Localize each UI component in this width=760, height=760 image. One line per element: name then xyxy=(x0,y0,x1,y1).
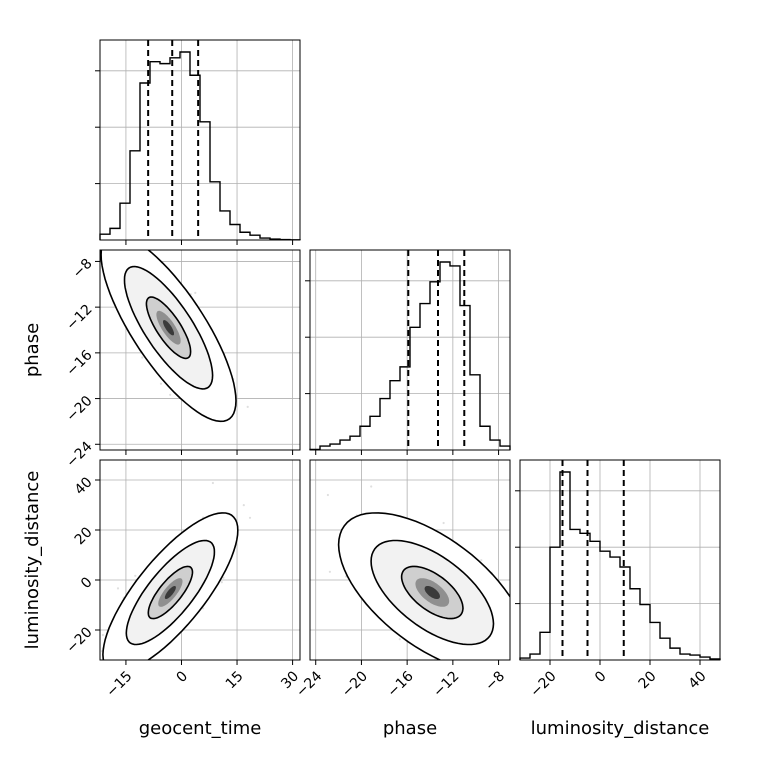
sample-point xyxy=(525,668,527,670)
x-tick-label: 40 xyxy=(686,668,710,692)
density-peak xyxy=(163,320,174,336)
hist-panel-geocent_time xyxy=(95,39,301,245)
hist-step-geocent_time xyxy=(99,51,301,241)
x-tick-label: 20 xyxy=(636,668,660,692)
sample-point xyxy=(512,641,514,643)
sample-point xyxy=(220,581,223,584)
contour-line xyxy=(337,512,510,660)
x-axis-label-luminosity_distance: luminosity_distance xyxy=(531,718,710,739)
sample-point xyxy=(119,243,121,245)
y-axis-label-phase: phase xyxy=(22,323,43,377)
scatter-panel-geocent_time-luminosity_distance xyxy=(95,459,301,673)
sample-point xyxy=(517,657,519,659)
sample-point xyxy=(143,245,145,247)
hist-panel-phase xyxy=(305,249,511,455)
x-tick-label: −15 xyxy=(103,668,135,700)
sample-point xyxy=(169,393,172,396)
x-tick-label: −24 xyxy=(293,668,325,700)
y-tick-label: 40 xyxy=(72,474,96,498)
y-tick-label: −20 xyxy=(63,393,95,425)
sample-point xyxy=(134,574,137,577)
sample-point xyxy=(326,493,329,497)
panel-background xyxy=(100,40,300,240)
contour-line xyxy=(123,265,214,390)
y-tick-label: −8 xyxy=(70,256,96,282)
y-tick-label: −24 xyxy=(63,439,95,471)
contour-line xyxy=(147,565,194,620)
sample-point xyxy=(116,587,120,590)
sample-point xyxy=(194,291,197,294)
x-tick-label: −20 xyxy=(339,668,371,700)
x-tick-label: −16 xyxy=(385,668,417,700)
sample-point xyxy=(248,516,252,519)
sample-point xyxy=(118,662,120,664)
scatter-panel-geocent_time-phase xyxy=(95,240,301,455)
sample-point xyxy=(328,570,331,573)
panel-frame xyxy=(309,459,511,661)
sample-point xyxy=(121,246,123,248)
scatter-panel-phase-luminosity_distance xyxy=(309,459,535,683)
sample-point xyxy=(242,504,245,507)
sample-point xyxy=(370,485,373,488)
sample-point xyxy=(533,665,535,667)
sample-point xyxy=(512,634,514,636)
panel-frame xyxy=(309,249,511,451)
sample-point xyxy=(130,243,132,245)
sample-point xyxy=(100,671,102,673)
contour-line xyxy=(125,539,216,646)
sample-point xyxy=(211,481,214,485)
sample-point xyxy=(519,681,521,683)
contour-line xyxy=(100,250,237,423)
sample-point xyxy=(159,382,163,385)
y-axis-label-luminosity_distance: luminosity_distance xyxy=(22,471,43,650)
sample-point xyxy=(141,356,144,359)
sample-point xyxy=(246,405,249,408)
panel-frame xyxy=(519,459,721,661)
density-peak xyxy=(164,586,176,599)
hist-step-phase xyxy=(309,261,511,451)
panel-frame xyxy=(99,249,301,451)
y-tick-label: −16 xyxy=(63,347,95,379)
sample-point xyxy=(504,665,506,667)
sample-point xyxy=(110,247,112,249)
contour-line xyxy=(145,296,192,360)
x-tick-label: 15 xyxy=(223,668,247,692)
panel-frame xyxy=(99,459,301,661)
sample-point xyxy=(140,664,142,666)
x-axis-label-geocent_time: geocent_time xyxy=(139,718,262,739)
sample-point xyxy=(101,633,104,637)
sample-point xyxy=(505,665,507,667)
sample-point xyxy=(442,521,445,525)
x-tick-label: −8 xyxy=(482,668,508,694)
sample-point xyxy=(222,576,225,579)
hist-step-luminosity_distance xyxy=(519,471,721,660)
sample-point xyxy=(95,251,97,253)
sample-point xyxy=(140,245,142,247)
x-tick-label: −20 xyxy=(527,668,559,700)
y-tick-label: −12 xyxy=(63,301,95,333)
y-tick-label: 0 xyxy=(78,574,96,592)
contour-line xyxy=(102,512,239,660)
x-tick-label: −12 xyxy=(430,668,462,700)
y-tick-label: −20 xyxy=(63,624,95,656)
y-tick-label: 20 xyxy=(72,524,96,548)
x-tick-label: 0 xyxy=(592,668,610,686)
contour-line xyxy=(370,539,495,646)
sample-point xyxy=(101,240,103,242)
density-peak xyxy=(424,586,440,599)
sample-point xyxy=(398,638,401,641)
hist-panel-luminosity_distance xyxy=(515,459,721,665)
sample-point xyxy=(112,665,114,667)
x-tick-label: 0 xyxy=(173,668,191,686)
sample-point xyxy=(480,559,483,562)
contour-line xyxy=(400,565,464,620)
panel-frame xyxy=(99,39,301,241)
x-axis-label-phase: phase xyxy=(383,718,437,739)
sample-point xyxy=(516,652,518,654)
